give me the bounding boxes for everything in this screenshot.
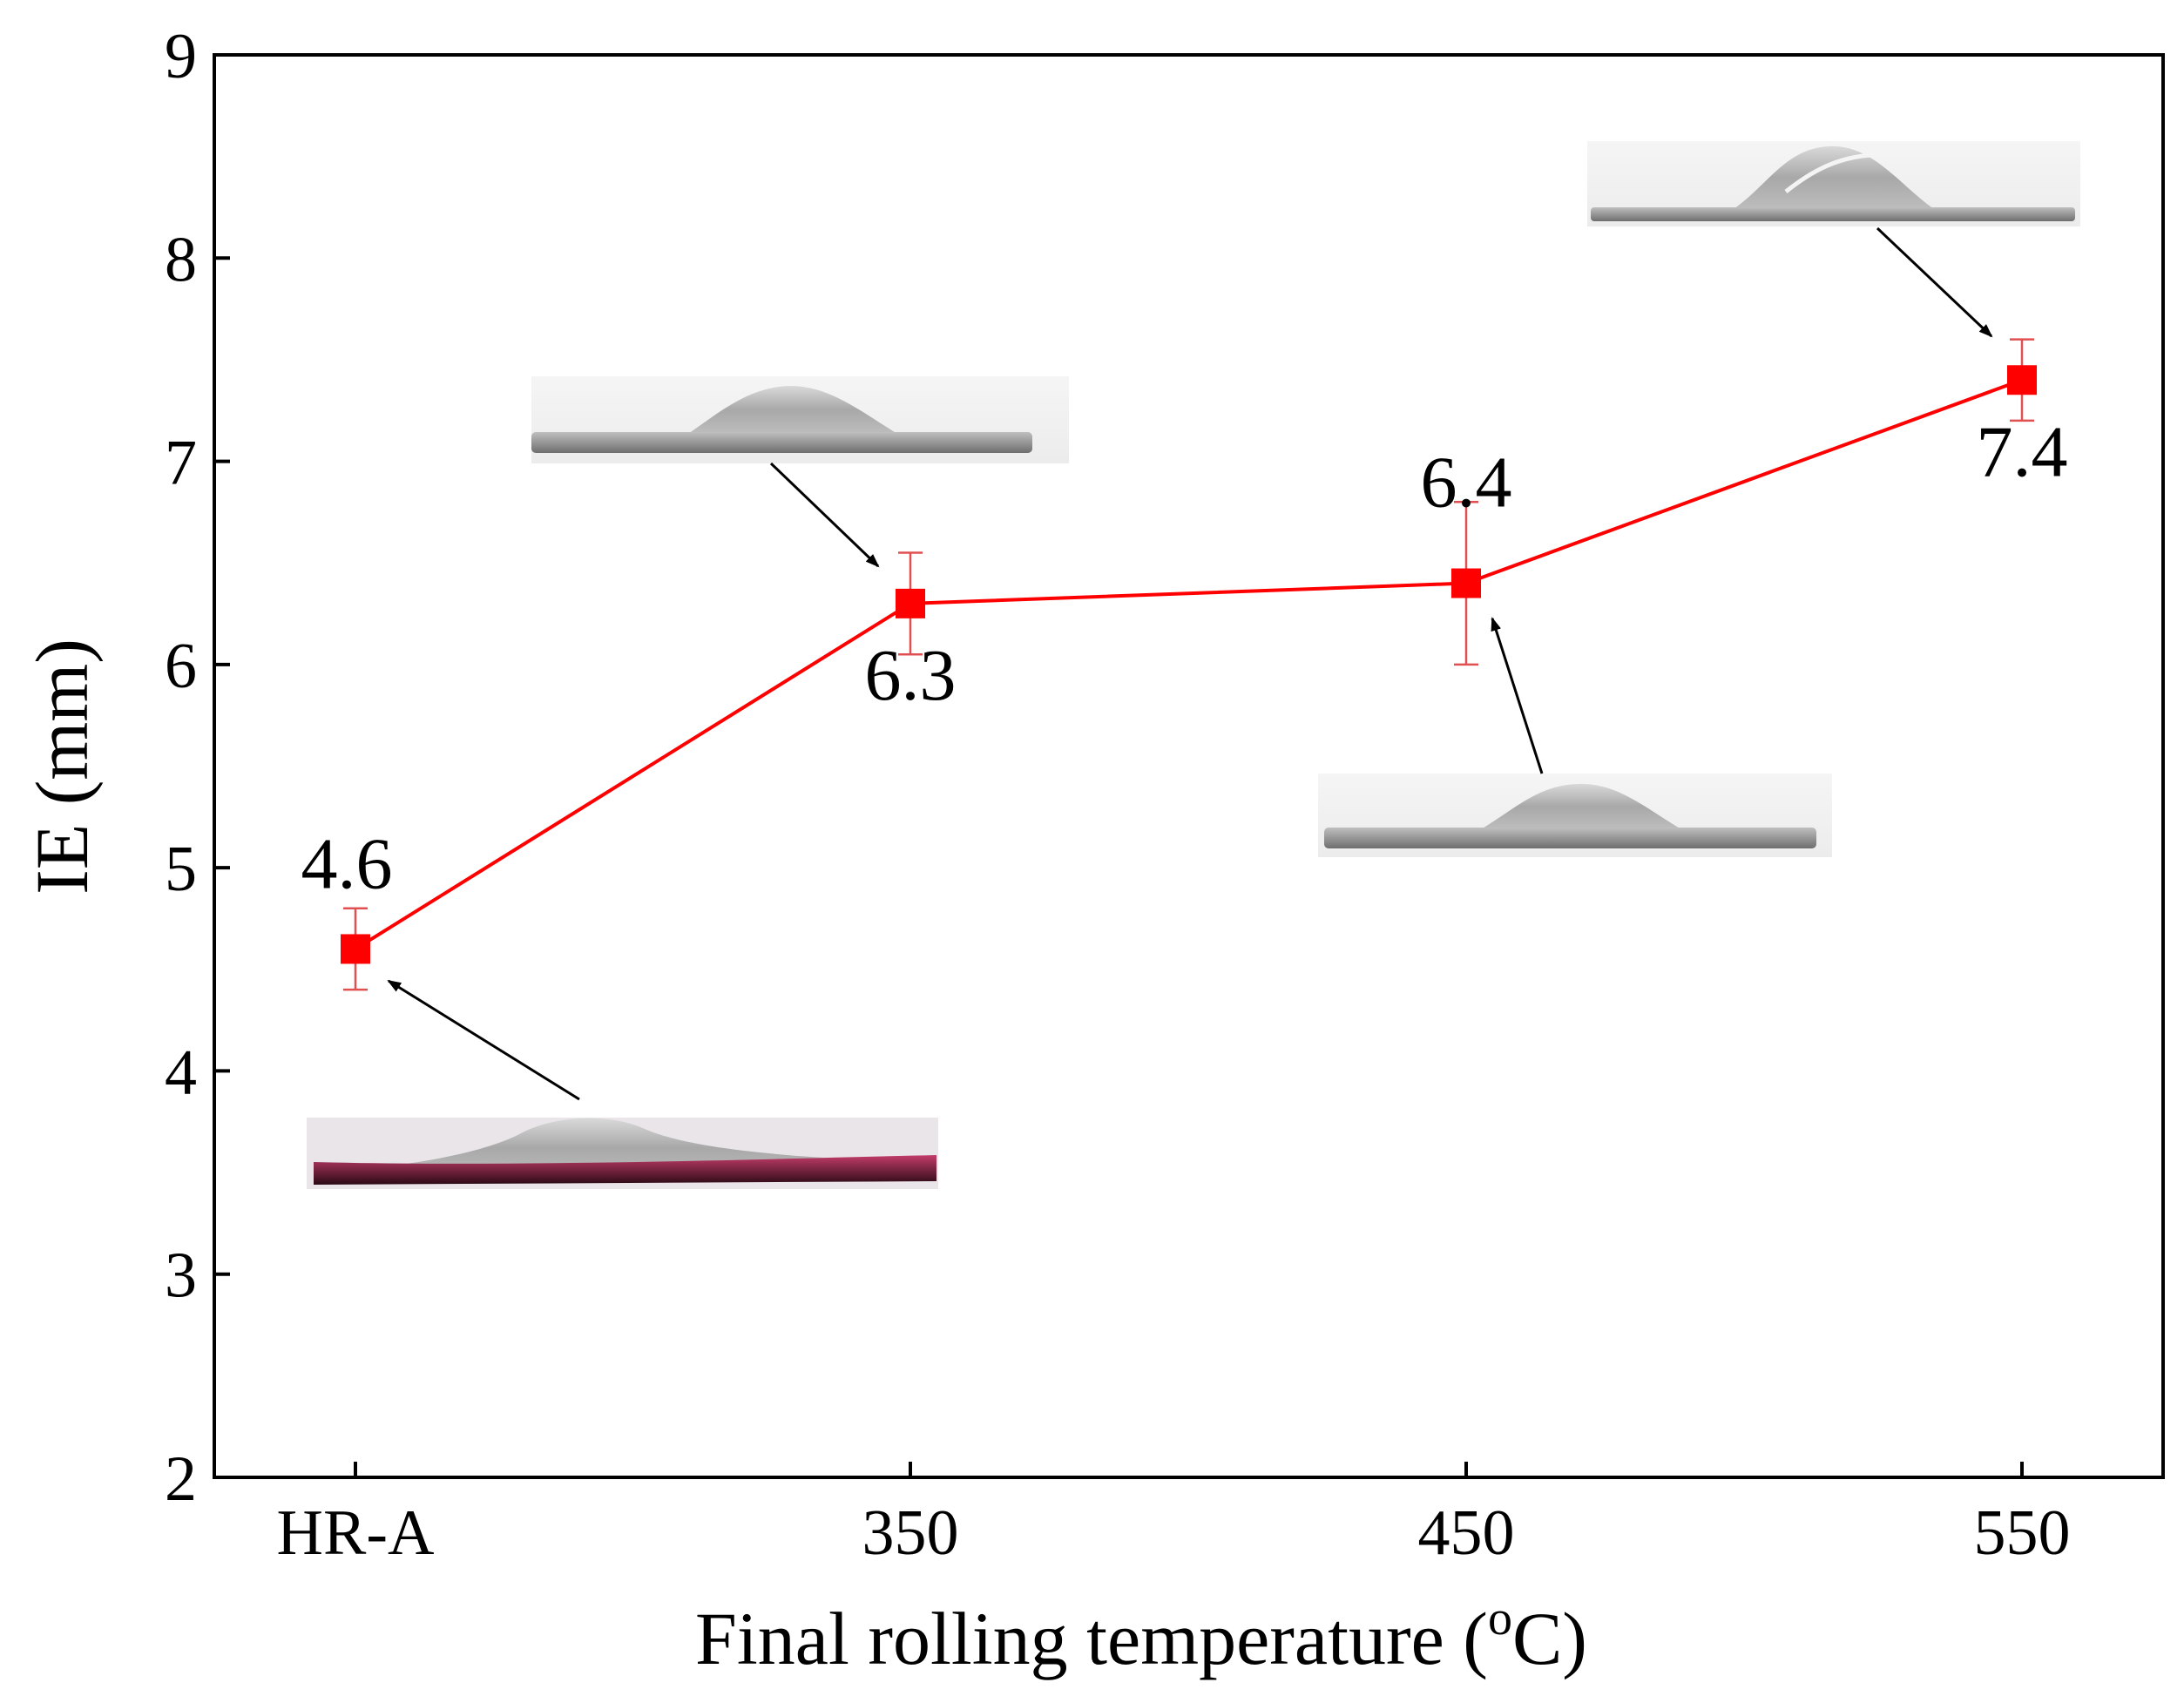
y-tick-label-9: 9	[165, 21, 197, 92]
callout-arrows	[387, 226, 1993, 1101]
inset-photo-550	[1587, 141, 2080, 226]
x-tick-label-HR-A: HR-A	[277, 1497, 435, 1569]
x-axis-title-suffix: C)	[1512, 1597, 1587, 1680]
arrow-350	[769, 462, 880, 568]
plot-frame	[213, 53, 2165, 1479]
x-axis-title: Final rolling temperature (oC)	[695, 1591, 1587, 1680]
arrow-550	[1876, 226, 1993, 338]
data-label-350: 6.3	[865, 635, 957, 716]
data-point-350	[896, 588, 925, 618]
arrow-hr-a	[387, 979, 580, 1101]
y-tick-label-8: 8	[165, 224, 197, 295]
data-label-550: 7.4	[1977, 411, 2068, 492]
x-axis-title-superscript: o	[1488, 1591, 1512, 1645]
y-tick-label-5: 5	[165, 834, 197, 905]
data-label-HR-A: 4.6	[301, 823, 393, 904]
inset-photo-hr-a	[307, 1118, 938, 1189]
y-axis-title: IE (mm)	[20, 639, 104, 895]
y-tick-label-3: 3	[165, 1240, 197, 1312]
y-axis: 2 3 4 5 6 7 8 9	[165, 21, 230, 1515]
x-tick-label-350: 350	[862, 1497, 959, 1569]
y-tick-label-2: 2	[165, 1443, 197, 1515]
x-tick-label-550: 550	[1974, 1497, 2071, 1569]
series-layer: 4.6 6.3 6.4 7.4	[301, 338, 2068, 991]
inset-photo-350	[531, 376, 1069, 463]
data-point-450	[1451, 568, 1481, 598]
y-tick-label-7: 7	[165, 428, 197, 499]
series-line	[354, 378, 2023, 951]
arrow-450	[1491, 617, 1544, 774]
data-label-450: 6.4	[1421, 443, 1512, 524]
x-axis: HR-A 350 450 550	[277, 1462, 2071, 1569]
inset-photo-450	[1318, 774, 1832, 857]
x-tick-label-450: 450	[1418, 1497, 1515, 1569]
data-point-HR-A	[341, 934, 370, 964]
y-tick-label-4: 4	[165, 1037, 197, 1108]
y-tick-label-6: 6	[165, 631, 197, 702]
data-point-550	[2007, 365, 2037, 395]
